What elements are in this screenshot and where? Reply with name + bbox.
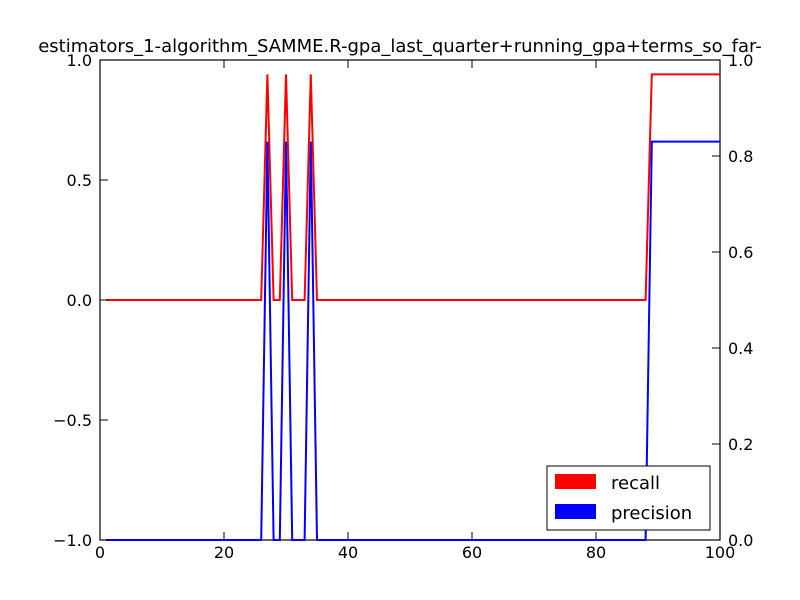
y-left-tick-label: −0.5: [53, 411, 92, 430]
chart-title: estimators_1-algorithm_SAMME.R-gpa_last_…: [38, 36, 762, 57]
x-tick-label: 80: [586, 543, 606, 562]
y-right-tick-label: 1.0: [728, 51, 753, 70]
legend-swatch-recall: [555, 474, 596, 489]
y-left-tick-label: 0.0: [67, 291, 92, 310]
x-tick-label: 60: [462, 543, 482, 562]
series-layer: [106, 73, 720, 541]
ticks-layer: 0 20 40 60 80 100 −1.0 −0.5 0.0 0.5 1.0 0.0 0.2 0.4 0.…: [53, 51, 753, 562]
legend-label-recall: recall: [611, 473, 660, 494]
series-line-precision: [106, 140, 720, 541]
series-line-recall: [106, 73, 720, 301]
x-tick-label: 40: [338, 543, 358, 562]
y-right-tick-label: 0.6: [728, 243, 753, 262]
y-left-tick-label: 1.0: [67, 51, 92, 70]
x-tick-label: 20: [214, 543, 234, 562]
legend: recall precision: [546, 465, 711, 531]
y-left-tick-label: 0.5: [67, 171, 92, 190]
x-tick-label: 100: [705, 543, 736, 562]
x-tick-label: 0: [95, 543, 105, 562]
legend-swatch-precision: [555, 504, 596, 519]
y-right-tick-label: 0.4: [728, 339, 753, 358]
y-right-tick-label: 0.8: [728, 147, 753, 166]
y-left-tick-label: −1.0: [53, 531, 92, 550]
y-right-tick-label: 0.0: [728, 531, 753, 550]
y-right-tick-label: 0.2: [728, 435, 753, 454]
legend-label-precision: precision: [611, 503, 692, 524]
